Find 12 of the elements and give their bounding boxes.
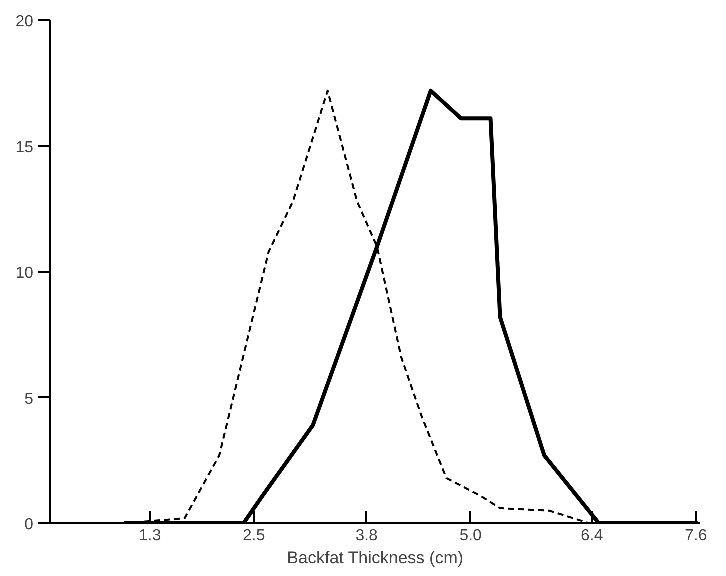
x-axis-title: Backfat Thickness (cm) [287,548,464,568]
x-tick-label: 1.3 [139,528,162,544]
x-tick-label: 5.0 [460,528,482,544]
y-tick-label: 15 [16,139,34,156]
y-tick-label: 5 [24,390,34,408]
x-tick-label: 2.5 [243,528,266,544]
y-tick-label: 0 [24,516,34,534]
x-tick-label: 3.8 [356,528,378,544]
x-tick-label: 6.4 [581,528,604,544]
y-tick-label: 20 [16,14,34,30]
y-tick-label: 10 [16,265,34,282]
x-tick-label: 7.6 [685,528,708,544]
